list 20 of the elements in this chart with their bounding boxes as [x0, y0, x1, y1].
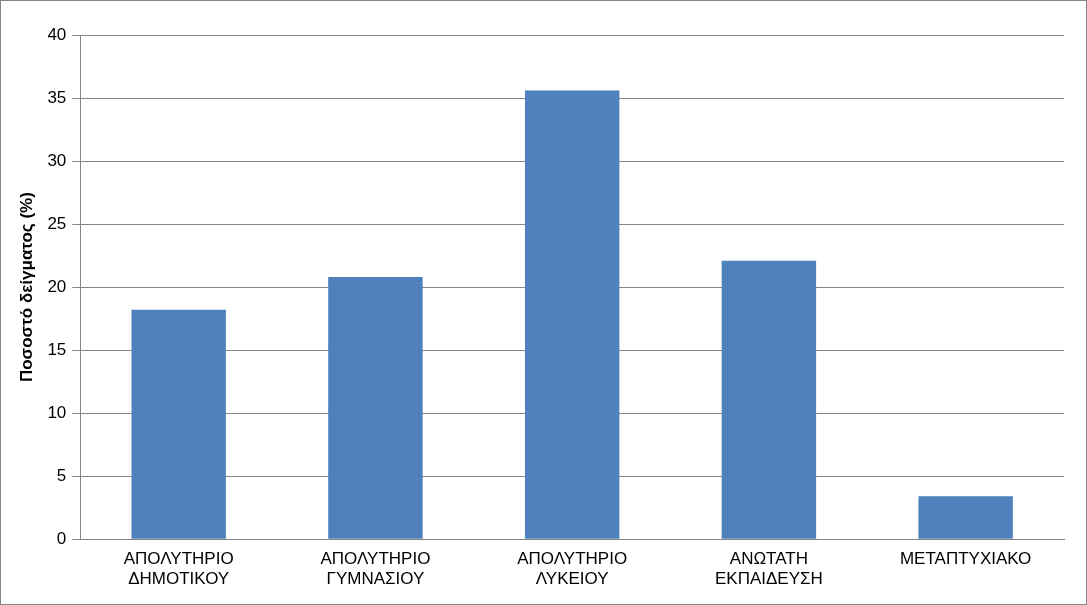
y-tick-label: 40 [47, 24, 67, 44]
y-tick-label: 10 [47, 402, 67, 422]
x-tick-label: ΑΠΟΛΥΤΗΡΙΟ ΔΗΜΟΤΙΚΟΥ [123, 549, 234, 589]
x-tick-label: ΑΝΩΤΑΤΗ ΕΚΠΑΙΔΕΥΣΗ [714, 549, 823, 589]
y-tick-label: 35 [47, 87, 67, 107]
bar [918, 496, 1013, 539]
y-tick-label: 20 [47, 276, 67, 296]
y-tick-label: 30 [47, 150, 67, 170]
y-tick-label: 15 [47, 339, 67, 359]
bar [131, 309, 226, 539]
x-tick-label: ΑΠΟΛΥΤΗΡΙΟ ΓΥΜΝΑΣΙΟΥ [320, 549, 431, 589]
bar [328, 277, 423, 539]
y-tick-label: 5 [56, 465, 67, 485]
y-tick-label: 25 [47, 213, 67, 233]
y-tick-label: 0 [56, 528, 67, 548]
x-tick-label: ΜΕΤΑΠΤΥΧΙΑΚΟ [899, 549, 1032, 569]
bar [721, 260, 817, 539]
bar [524, 90, 620, 539]
y-axis-title: Ποσοστό δείγματος (%) [16, 192, 36, 383]
x-tick-label: ΑΠΟΛΥΤΗΡΙΟ ΛΥΚΕΙΟΥ [517, 549, 628, 589]
